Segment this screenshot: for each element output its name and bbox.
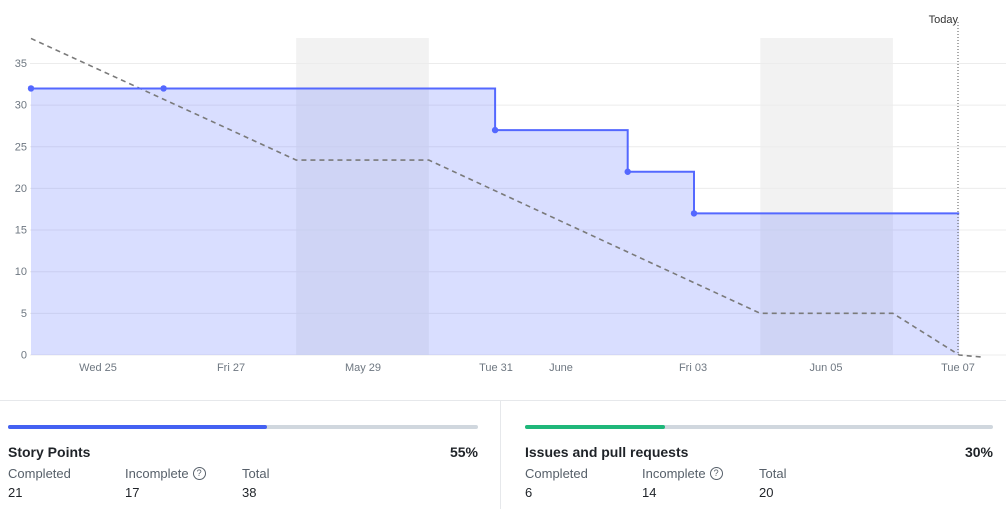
divider [0,400,1006,401]
total-label: Total [759,466,787,481]
issues-progress-bar [525,425,993,429]
y-tick-label: 15 [15,225,27,237]
y-tick-label: 10 [15,266,27,278]
data-point [624,168,631,175]
ideal-series-line [30,37,982,358]
total-label: Total [242,466,270,481]
completed-label: Completed [525,466,588,481]
ideal-line [30,37,982,358]
burndown-area [31,88,960,355]
x-tick-label: Tue 31 [479,362,513,374]
x-tick-label: Fri 03 [679,362,707,374]
total-value: 20 [759,485,774,500]
weekend-bands [296,38,893,355]
panel-percent: 30% [964,444,993,460]
data-point [491,126,499,134]
incomplete-value: 14 [642,485,657,500]
y-tick-label: 20 [15,183,27,195]
incomplete-label: Incomplete [642,466,706,481]
data-point [690,210,698,217]
x-tick-label: May 29 [345,362,381,374]
today-label: Today [929,14,959,26]
panel-title: Story Points [8,444,91,460]
completed-value: 6 [525,485,533,500]
help-icon[interactable]: ? [709,467,723,480]
burndown-area-fill [31,88,960,355]
x-tick-label: June [549,362,573,374]
x-tick-label: Tue 07 [941,362,975,374]
y-tick-label: 35 [15,58,27,70]
data-point [27,85,35,92]
actual-line [31,87,960,215]
x-axis-labels: Wed 25 Fri 27 May 29 Tue 31 June Fri 03 Jun 05… [79,362,975,374]
issues-panel: Issues and pull requests 30% Completed 6… [525,425,993,500]
y-tick-label: 5 [21,308,27,320]
completed-label: Completed [8,466,71,481]
panel-percent: 55% [449,444,478,460]
burndown-chart: 0 5 10 15 20 25 30 35 Wed 25 Fri 27 May 29 Tue 31 J… [15,14,1006,374]
incomplete-value: 17 [125,485,140,500]
divider [500,401,501,509]
y-tick-label: 25 [15,141,27,153]
data-point [160,85,167,92]
panel-title: Issues and pull requests [525,444,689,460]
actual-series-line [31,87,960,215]
story-points-panel: Story Points 55% Completed 21 Incomplete… [8,425,478,500]
y-tick-label: 30 [15,100,27,112]
story-points-progress-bar [8,425,478,429]
incomplete-label: Incomplete [125,466,189,481]
help-icon[interactable]: ? [192,467,206,480]
progress-fill [525,425,666,429]
x-tick-label: Fri 27 [217,362,245,374]
total-value: 38 [242,485,257,500]
y-tick-label: 0 [21,350,27,362]
today-marker: Today [929,14,959,355]
grid-lines [30,62,1006,356]
y-axis-labels: 0 5 10 15 20 25 30 35 [15,58,27,362]
data-points [27,85,698,217]
completed-value: 21 [8,485,23,500]
weekend-band [760,38,893,355]
weekend-band [296,38,429,355]
progress-fill [8,425,267,429]
x-tick-label: Jun 05 [809,362,842,374]
x-tick-label: Wed 25 [79,362,117,374]
